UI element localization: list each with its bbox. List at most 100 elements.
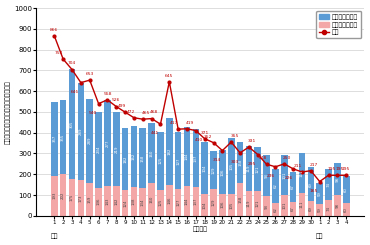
Text: 295: 295 [248, 162, 256, 166]
Text: 平成: 平成 [51, 234, 58, 239]
Bar [131, 187, 137, 216]
Text: 60: 60 [344, 187, 348, 192]
Text: 59: 59 [318, 207, 322, 212]
Text: 101: 101 [282, 202, 286, 209]
Bar [237, 183, 243, 216]
Text: 134: 134 [141, 198, 145, 206]
Bar [281, 195, 287, 216]
Bar [104, 186, 111, 216]
Bar [316, 183, 323, 204]
Text: 105: 105 [229, 162, 233, 170]
Bar [166, 185, 173, 216]
Text: 令和: 令和 [316, 234, 323, 239]
Bar [122, 128, 128, 190]
Bar [60, 100, 67, 174]
Text: 182: 182 [167, 148, 171, 156]
Bar [334, 163, 341, 196]
Bar [219, 194, 226, 216]
Text: 143: 143 [105, 197, 110, 205]
Bar [184, 127, 190, 186]
Bar [95, 112, 102, 187]
Text: 248: 248 [258, 156, 266, 160]
Bar [272, 203, 279, 216]
Bar [113, 111, 120, 186]
Text: 136: 136 [97, 198, 101, 205]
Bar [290, 172, 296, 202]
Text: 106: 106 [221, 168, 224, 176]
Text: 144: 144 [185, 153, 189, 160]
Bar [290, 202, 296, 216]
Text: 69: 69 [309, 206, 313, 211]
Text: 74: 74 [326, 182, 330, 187]
Text: 158: 158 [238, 159, 242, 166]
Bar [281, 155, 287, 195]
Legend: 負傈者数（人）, 死亡者数（人）, 件数: 負傈者数（人）, 死亡者数（人）, 件数 [316, 11, 361, 38]
Text: 250: 250 [283, 156, 291, 160]
Text: 62: 62 [273, 183, 278, 188]
Text: 217: 217 [309, 162, 318, 167]
Text: 236: 236 [267, 174, 275, 178]
Text: 62: 62 [273, 207, 278, 212]
Bar [69, 69, 75, 179]
Text: 119: 119 [247, 165, 251, 172]
Bar [148, 123, 155, 183]
Bar [255, 191, 261, 216]
Bar [104, 100, 111, 186]
Text: 211: 211 [294, 164, 302, 168]
Bar [122, 190, 128, 216]
Bar [184, 186, 190, 216]
Bar [272, 169, 279, 203]
Text: 175: 175 [70, 194, 74, 201]
Bar [307, 201, 314, 216]
Text: 277: 277 [105, 139, 110, 147]
Bar [343, 176, 350, 203]
Y-axis label: 踏切事故件数（件）・死傷者数（人）: 踏切事故件数（件）・死傷者数（人） [6, 80, 11, 144]
Text: 129: 129 [212, 166, 216, 173]
Text: 104: 104 [203, 164, 207, 172]
Text: 60: 60 [344, 207, 348, 212]
Bar [299, 153, 305, 193]
Bar [51, 176, 58, 216]
Text: 74: 74 [326, 206, 330, 211]
Text: 704: 704 [68, 61, 76, 65]
Bar [139, 128, 146, 188]
Bar [69, 179, 75, 216]
Text: 303: 303 [231, 160, 239, 164]
Text: 653: 653 [85, 72, 94, 76]
Text: 193: 193 [52, 192, 56, 199]
Text: 121: 121 [256, 165, 260, 172]
Text: 59: 59 [318, 191, 322, 196]
Text: 98: 98 [335, 177, 339, 182]
Bar [113, 186, 120, 216]
Bar [201, 194, 208, 216]
Bar [87, 99, 93, 183]
Bar [192, 187, 199, 216]
Text: 162: 162 [132, 153, 136, 160]
Text: 121: 121 [256, 199, 260, 207]
Bar [246, 147, 252, 191]
Bar [210, 151, 217, 189]
Text: 160: 160 [149, 149, 154, 157]
Text: 105: 105 [229, 201, 233, 208]
Text: 125: 125 [158, 157, 162, 164]
Bar [131, 126, 137, 187]
Bar [343, 203, 350, 216]
Bar [325, 169, 332, 200]
Text: 441: 441 [151, 131, 159, 135]
Text: 101: 101 [282, 171, 286, 179]
Bar [210, 189, 217, 216]
Text: 111: 111 [300, 200, 304, 208]
Text: 146: 146 [167, 197, 171, 204]
Text: 137: 137 [194, 155, 198, 162]
Text: 119: 119 [247, 200, 251, 207]
X-axis label: （年度）: （年度） [193, 226, 208, 232]
Text: 645: 645 [165, 74, 174, 78]
Text: 69: 69 [309, 182, 313, 187]
Bar [192, 129, 199, 187]
Text: 331: 331 [248, 139, 256, 143]
Text: 125: 125 [158, 199, 162, 207]
Text: 355: 355 [61, 133, 65, 141]
Bar [175, 132, 181, 189]
Bar [78, 83, 84, 180]
Text: 226: 226 [285, 176, 293, 180]
